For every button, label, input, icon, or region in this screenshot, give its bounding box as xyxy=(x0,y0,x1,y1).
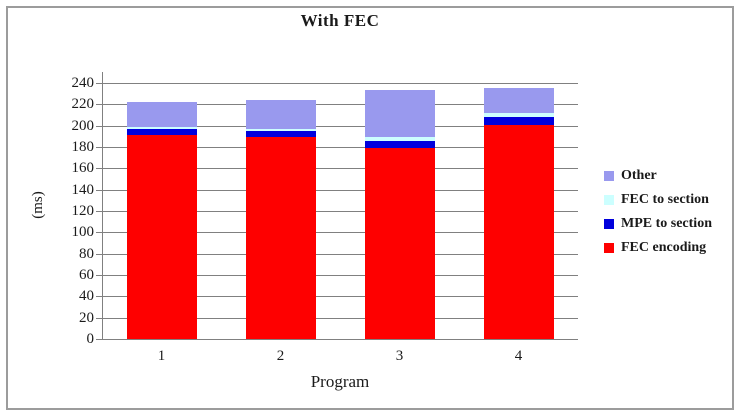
legend-item: FEC encoding xyxy=(604,240,712,255)
y-tick-label: 80 xyxy=(79,245,94,262)
gridline-180 xyxy=(102,147,578,148)
legend: Other FEC to section MPE to section FEC enc… xyxy=(604,168,712,264)
y-tick-mark xyxy=(96,104,102,106)
bar-4-fec-encoding xyxy=(483,124,554,339)
legend-item: MPE to section xyxy=(604,216,712,231)
bar-2-fec-encoding xyxy=(245,137,316,339)
gridline-60 xyxy=(102,275,578,276)
legend-label: Other xyxy=(621,167,657,183)
gridline-20 xyxy=(102,317,578,319)
bar-1-other xyxy=(126,102,197,127)
gridline-80 xyxy=(102,253,578,255)
y-tick-label: 0 xyxy=(86,331,95,347)
figure-border xyxy=(6,6,734,410)
x-axis-title: Program xyxy=(310,372,370,391)
gridline-160 xyxy=(102,168,578,170)
x-axis-line xyxy=(102,339,578,340)
y-tick-mark xyxy=(96,296,102,298)
bar-3-mpe-to-section xyxy=(364,140,435,149)
legend-item: Other xyxy=(604,168,712,183)
bar-3-fec-to-section xyxy=(364,137,435,141)
y-tick-label: 20 xyxy=(79,309,94,326)
y-tick-mark xyxy=(96,253,102,255)
gridline-140 xyxy=(102,189,578,191)
gridline-40 xyxy=(102,296,578,298)
y-tick-label: 200 xyxy=(71,117,95,134)
x-tick-label: 1 xyxy=(157,348,166,364)
legend-swatch-fec-to-section xyxy=(604,194,614,205)
y-tick-mark xyxy=(96,147,102,148)
y-tick-label: 120 xyxy=(71,203,95,219)
legend-swatch-fec-encoding xyxy=(604,242,614,253)
y-tick-mark xyxy=(96,125,102,127)
bar-2-other xyxy=(245,100,316,129)
legend-swatch-other xyxy=(604,170,614,181)
chart-title: With FEC xyxy=(300,11,380,30)
bar-4-fec-to-section xyxy=(483,112,554,118)
gridline-100 xyxy=(102,232,578,234)
y-tick-label: 220 xyxy=(71,96,95,113)
bar-4-other xyxy=(483,88,554,113)
bar-2-mpe-to-section xyxy=(245,131,316,138)
gridline-220 xyxy=(102,104,578,106)
y-tick-label: 160 xyxy=(71,160,95,177)
x-tick-label: 3 xyxy=(395,348,404,364)
bar-2-fec-to-section xyxy=(245,128,316,131)
y-tick-label: 140 xyxy=(71,181,95,198)
gridline-200 xyxy=(102,125,578,127)
legend-label: FEC encoding xyxy=(621,239,707,255)
bar-1-fec-encoding xyxy=(126,135,197,339)
y-tick-mark xyxy=(96,317,102,319)
x-tick-label: 2 xyxy=(276,348,285,364)
legend-item: FEC to section xyxy=(604,192,712,207)
bar-1-mpe-to-section xyxy=(126,128,197,136)
bar-3-fec-encoding xyxy=(364,148,435,339)
y-tick-mark xyxy=(96,189,102,191)
y-tick-mark xyxy=(96,83,102,84)
y-tick-label: 100 xyxy=(71,224,95,241)
gridline-120 xyxy=(102,211,578,212)
y-tick-label: 60 xyxy=(79,267,94,283)
y-tick-mark xyxy=(96,168,102,170)
y-tick-mark xyxy=(96,275,102,276)
bar-1-fec-to-section xyxy=(126,126,197,129)
y-tick-mark xyxy=(96,232,102,234)
y-tick-label: 40 xyxy=(79,288,94,305)
y-axis-line xyxy=(102,72,103,339)
gridline-240 xyxy=(102,83,578,84)
x-tick-label: 4 xyxy=(514,348,523,364)
legend-swatch-mpe-to-section xyxy=(604,218,614,229)
y-tick-label: 180 xyxy=(71,139,95,155)
bar-3-other xyxy=(364,90,435,138)
legend-label: MPE to section xyxy=(621,215,712,231)
y-tick-mark xyxy=(96,339,102,340)
bar-4-mpe-to-section xyxy=(483,117,554,125)
legend-label: FEC to section xyxy=(621,191,709,207)
y-tick-mark xyxy=(96,211,102,212)
y-tick-label: 240 xyxy=(71,75,95,91)
